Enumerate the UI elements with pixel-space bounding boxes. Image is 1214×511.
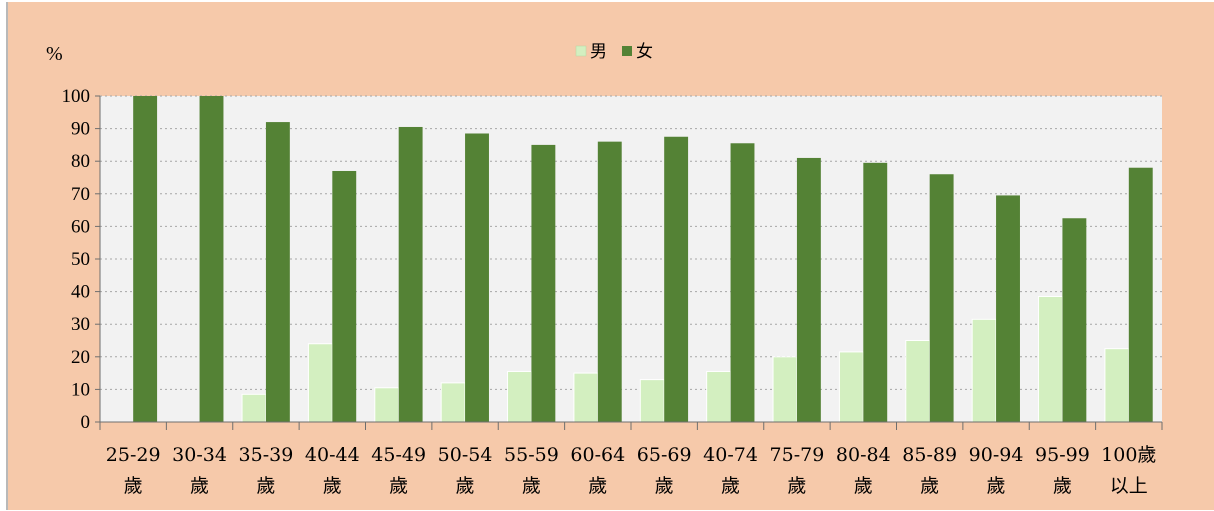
bar-female (265, 122, 290, 422)
bar-male (772, 356, 798, 423)
x-category-label-line2: 歲 (920, 475, 939, 497)
bar-female (332, 170, 357, 422)
bar-female (199, 96, 224, 422)
legend-swatch-male (575, 45, 587, 57)
x-category-label-line2: 歲 (323, 475, 342, 497)
x-category-label-line1: 85-89 (902, 444, 957, 466)
y-tick-label: 0 (81, 412, 91, 433)
y-tick-label: 20 (71, 347, 90, 368)
bar-chart: % 男 女 0 10 20 30 40 50 60 70 80 90 100 25-29 歲 30-34… (46, 42, 1163, 497)
bar-male (307, 343, 333, 423)
bar-female (133, 96, 158, 422)
bar-male (1104, 348, 1130, 423)
axes (99, 96, 1163, 430)
x-category-label-line1: 100歲 (1101, 444, 1156, 466)
x-category-label-line2: 歲 (854, 475, 873, 497)
y-tick-label: 30 (71, 314, 90, 335)
y-tick-label: 70 (71, 184, 90, 205)
x-category-label-line1: 25-29 (106, 444, 161, 466)
chart-frame: % 男 女 0 10 20 30 40 50 60 70 80 90 100 25-29 歲 30-34… (6, 2, 1214, 510)
y-axis-tick-labels: 0 10 20 30 40 50 60 70 80 90 100 (62, 86, 91, 433)
x-category-label-line2: 歲 (655, 475, 674, 497)
legend: 男 女 (575, 42, 653, 62)
x-category-label-line1: 65-69 (637, 444, 692, 466)
bars (133, 96, 1153, 423)
x-category-label-line1: 40-74 (703, 444, 758, 466)
x-category-label-line1: 45-49 (371, 444, 426, 466)
x-category-label-line1: 55-59 (504, 444, 559, 466)
x-category-label-line2: 歲 (721, 475, 740, 497)
bar-female (531, 144, 556, 422)
bar-male (639, 379, 665, 423)
x-category-label-line1: 80-84 (836, 444, 891, 466)
bar-female (730, 143, 755, 422)
bar-female (863, 162, 888, 422)
bar-female (664, 136, 689, 422)
x-category-label-line1: 35-39 (239, 444, 294, 466)
y-tick-label: 10 (71, 379, 90, 400)
bar-male (440, 382, 466, 423)
legend-label-male: 男 (590, 42, 607, 62)
bar-male (905, 340, 931, 423)
x-category-label-line2: 歲 (522, 475, 541, 497)
bar-male (573, 372, 599, 423)
x-category-label-line1: 90-94 (969, 444, 1024, 466)
x-category-label-line2: 歲 (1053, 475, 1072, 497)
bar-male (374, 387, 400, 423)
x-category-label-line2: 歲 (588, 475, 607, 497)
bar-female (929, 174, 954, 422)
x-category-label-line2: 歲 (389, 475, 408, 497)
legend-swatch-female (622, 46, 632, 56)
y-tick-label: 40 (71, 282, 90, 303)
x-category-label-line1: 95-99 (1035, 444, 1090, 466)
bar-female (465, 133, 489, 423)
x-category-label-line2: 歲 (256, 475, 275, 497)
bar-female (398, 126, 423, 422)
x-category-label-line2: 歲 (987, 475, 1006, 497)
bar-male (706, 370, 732, 423)
bar-male (507, 370, 532, 423)
y-tick-label: 90 (71, 119, 90, 140)
bar-male (1038, 295, 1063, 423)
x-category-label-line2: 以上 (1110, 475, 1148, 497)
bar-male (971, 318, 997, 423)
y-tick-label: 100 (62, 86, 91, 107)
x-category-label-line1: 30-34 (172, 444, 227, 466)
y-tick-label: 80 (71, 151, 90, 172)
bar-female (996, 195, 1020, 422)
bar-male (838, 351, 864, 423)
x-category-label-line2: 歲 (124, 475, 143, 497)
x-axis-category-labels: 25-29 歲 30-34 歲 35-39 歲 40-44 歲 45-49 歲 50-54 歲 55-5… (106, 444, 1157, 497)
bar-female (1128, 167, 1153, 422)
y-tick-label: 60 (71, 216, 90, 237)
bar-male (241, 393, 267, 423)
x-category-label-line1: 60-64 (570, 444, 625, 466)
bar-female (796, 157, 821, 422)
x-category-label-line1: 50-54 (438, 444, 493, 466)
x-category-label-line2: 歲 (456, 475, 475, 497)
x-category-label-line1: 75-79 (770, 444, 825, 466)
bar-female (1062, 218, 1087, 422)
y-axis-unit-label: % (46, 43, 63, 65)
y-tick-label: 50 (71, 249, 90, 270)
bar-female (597, 141, 622, 422)
x-category-label-line2: 歲 (190, 475, 209, 497)
x-category-label-line2: 歲 (787, 475, 806, 497)
legend-label-female: 女 (636, 42, 653, 62)
x-category-label-line1: 40-44 (305, 444, 360, 466)
